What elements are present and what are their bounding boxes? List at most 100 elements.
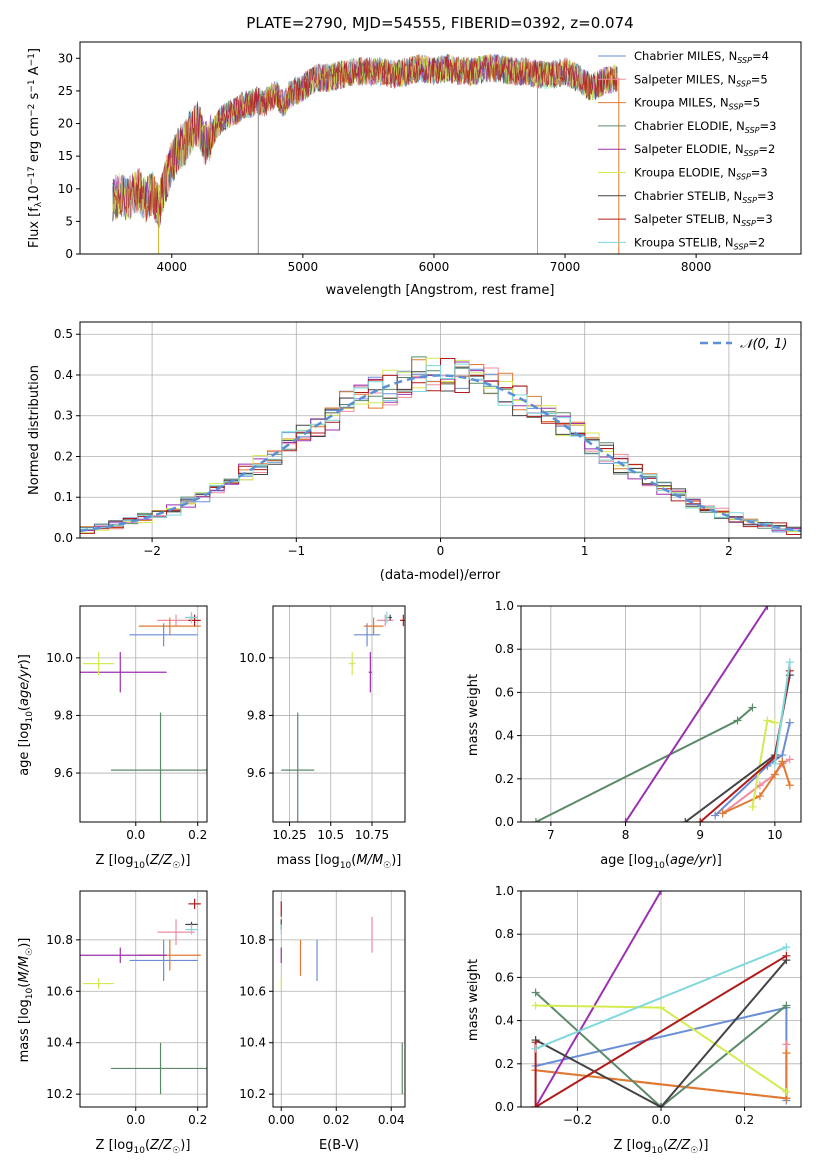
weight-line	[773, 662, 791, 764]
x-axis-label: E(B-V)	[319, 1138, 359, 1153]
weight-marker	[657, 1003, 665, 1012]
x-tick-label: 0.00	[268, 1113, 295, 1127]
y-tick-label: 9.8	[247, 708, 266, 722]
weight-marker	[755, 781, 764, 790]
weight-marker	[785, 781, 794, 790]
weight-marker	[782, 1049, 791, 1057]
y-tick-label: 1.0	[495, 599, 514, 613]
axes-frame	[520, 605, 802, 823]
y-tick-label: 0.4	[54, 368, 73, 382]
x-tick-label: 5000	[288, 260, 319, 274]
x-axis-label: Z [log10(Z/Z☉)]	[96, 853, 191, 871]
weight-marker	[755, 792, 764, 801]
legend-label: Salpeter MILES, NSSP=5	[634, 72, 768, 88]
y-axis-label: mass weight	[466, 674, 481, 756]
x-axis-label: wavelength [Angstrom, rest frame]	[326, 283, 555, 298]
weight-marker	[785, 658, 794, 667]
normal-reference-curve	[80, 374, 801, 533]
y-tick-label: 10.2	[46, 1087, 73, 1101]
x-tick-label: 0.2	[188, 1113, 207, 1127]
weight-marker	[711, 811, 720, 820]
x-tick-label: 0.0	[126, 1113, 145, 1127]
x-tick-label: 0.02	[323, 1113, 350, 1127]
legend-label: 𝒩(0, 1)	[740, 337, 787, 352]
plot-weight-vs-age: 7 8 9 10 0.0 0.2 0.4 0.6 0.8 1.0 age [log10(age/yr…	[466, 599, 802, 871]
figure-title: PLATE=2790, MJD=54555, FIBERID=0392, z=0…	[246, 14, 633, 32]
axes-frame	[79, 41, 802, 255]
weight-marker	[770, 759, 779, 768]
y-tick-label: 1.0	[495, 884, 514, 898]
x-tick-label: 2	[725, 544, 733, 558]
weight-marker	[782, 1087, 791, 1096]
legend-label: Kroupa ELODIE, NSSP=3	[634, 166, 768, 182]
weight-marker	[657, 1103, 665, 1107]
x-tick-label: 0.2	[735, 1113, 754, 1127]
x-tick-label: 10	[767, 828, 782, 842]
weight-line	[535, 959, 788, 1107]
plot-mass-vs-ebv: 0.00 0.02 0.04 10.2 10.4 10.6 10.8 E(B-V)	[239, 890, 406, 1153]
weight-marker	[531, 1001, 540, 1010]
weight-marker	[770, 718, 779, 727]
y-tick-label: 9.8	[54, 708, 73, 722]
weight-line	[624, 606, 769, 822]
legend-label: Salpeter ELODIE, NSSP=2	[634, 142, 775, 158]
axes-frame	[272, 605, 406, 823]
weight-marker	[531, 1044, 540, 1053]
y-tick-label: 10.8	[46, 933, 73, 947]
x-axis-label: (data-model)/error	[380, 568, 501, 583]
y-tick-label: 0.3	[54, 409, 73, 423]
weight-marker	[748, 802, 757, 811]
weight-marker	[621, 818, 630, 822]
x-tick-label: −1	[287, 544, 305, 558]
legend-label: Chabrier MILES, NSSP=4	[634, 49, 769, 65]
x-tick-label: 8000	[681, 260, 712, 274]
weight-marker	[681, 818, 690, 822]
weight-marker	[718, 809, 727, 818]
y-tick-label: 0.8	[495, 927, 514, 941]
y-tick-label: 10.4	[239, 1036, 266, 1050]
x-tick-label: 8	[622, 828, 630, 842]
x-tick-label: 9	[696, 828, 704, 842]
y-tick-label: 10.8	[239, 933, 266, 947]
x-axis-label: mass [log10(M/M☉)]	[277, 853, 402, 871]
y-tick-label: 0.5	[54, 327, 73, 341]
y-tick-label: 15	[58, 149, 73, 163]
weight-marker	[782, 1001, 791, 1010]
y-axis-label: mass weight	[466, 959, 481, 1041]
x-tick-label: 0.0	[126, 828, 145, 842]
y-tick-label: 0.6	[495, 685, 514, 699]
axes-frame	[272, 890, 406, 1108]
y-tick-label: 0.0	[54, 531, 73, 545]
y-tick-label: 10.2	[239, 1087, 266, 1101]
weight-line	[684, 674, 791, 822]
weight-marker	[748, 703, 757, 712]
y-axis-label: Flux [fλ10−17 erg cm−2 s−1 A−1]	[27, 48, 44, 248]
plot-age-vs-mass: 10.25 10.5 10.75 9.6 9.8 10.0 mass [log10(M/M☉…	[239, 605, 406, 871]
x-tick-label: 0.0	[651, 1113, 670, 1127]
weight-line	[535, 946, 787, 1050]
weight-marker	[763, 606, 772, 610]
y-tick-label: 9.6	[54, 766, 73, 780]
y-tick-label: 10.0	[239, 651, 266, 665]
plot-area	[281, 611, 405, 822]
weight-line	[699, 670, 791, 822]
y-axis-label: age [log10(age/yr)]	[17, 654, 35, 776]
weight-marker	[763, 716, 772, 725]
weight-line	[534, 954, 787, 1107]
plot-area	[80, 898, 207, 1095]
weight-marker	[531, 818, 540, 822]
y-tick-label: 0.0	[495, 815, 514, 829]
weight-marker	[696, 818, 705, 822]
legend-label: Chabrier STELIB, NSSP=3	[634, 189, 774, 205]
axes-frame	[520, 890, 802, 1108]
plot-mass-vs-Z: 0.0 0.2 10.2 10.4 10.6 10.8 Z [log10(Z/Z☉)] mas…	[17, 890, 208, 1156]
x-tick-label: 7	[547, 828, 555, 842]
weight-marker	[785, 718, 794, 727]
y-tick-label: 0.6	[495, 970, 514, 984]
weight-marker	[770, 770, 779, 779]
x-tick-label: 10.75	[355, 828, 389, 842]
y-tick-label: 10.6	[239, 984, 266, 998]
weight-line	[534, 991, 788, 1107]
y-tick-label: 0.4	[495, 729, 514, 743]
